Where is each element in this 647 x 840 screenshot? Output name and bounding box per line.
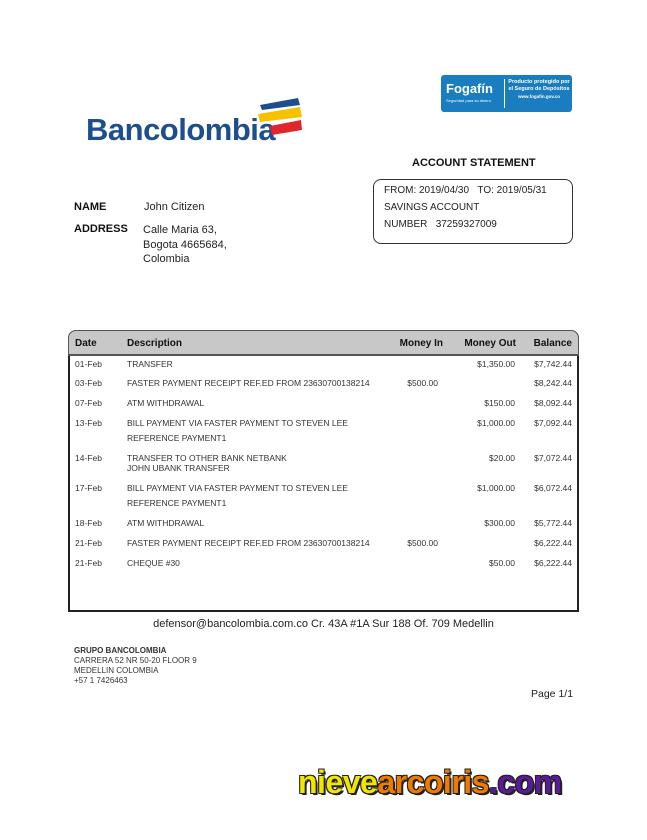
- cell-description-2: JOHN UBANK TRANSFER: [127, 463, 230, 473]
- cell-description: FASTER PAYMENT RECEIPT REF.ED FROM 23630…: [127, 378, 370, 388]
- cell-description-2: REFERENCE PAYMENT1: [127, 498, 227, 508]
- customer-name: John Citizen: [144, 201, 205, 213]
- cell-description: TRANSFER: [127, 359, 173, 369]
- fogafin-text: el Seguro de Depósitos: [508, 86, 570, 92]
- cell-date: 01-Feb: [75, 359, 102, 369]
- cell-description-wrap: ATM WITHDRAWAL: [127, 518, 397, 528]
- cell-date: 13-Feb: [75, 418, 102, 428]
- to-label: TO:: [477, 185, 494, 196]
- address-label: ADDRESS: [74, 223, 128, 235]
- address-line: Calle Maria 63,: [143, 224, 217, 236]
- statement-title: ACCOUNT STATEMENT: [412, 157, 536, 169]
- cell-description-wrap: TRANSFER TO OTHER BANK NETBANK JOHN UBANK…: [127, 453, 397, 473]
- cell-date: 18-Feb: [75, 518, 102, 528]
- header-description: Description: [127, 338, 183, 349]
- cell-money-out: $150.00: [484, 398, 515, 408]
- cell-description: BILL PAYMENT VIA FASTER PAYMENT TO STEVE…: [127, 418, 348, 428]
- header-money-in: Money In: [399, 338, 443, 349]
- cell-balance: $7,072.44: [534, 453, 572, 463]
- cell-date: 21-Feb: [75, 538, 102, 548]
- account-number: NUMBER 37259327009: [384, 219, 497, 230]
- bancolombia-logo: Bancolombia: [86, 112, 276, 147]
- cell-description: TRANSFER TO OTHER BANK NETBANK: [127, 453, 287, 463]
- cell-date: 03-Feb: [75, 378, 102, 388]
- bancolombia-flag-icon: [258, 98, 302, 135]
- account-type: SAVINGS ACCOUNT: [384, 202, 480, 213]
- fogafin-tagline: Seguridad para su dinero: [446, 98, 491, 103]
- company-address-line: MEDELLIN COLOMBIA: [74, 666, 159, 675]
- cell-money-out: $1,000.00: [477, 418, 515, 428]
- number-value: 37259327009: [435, 219, 497, 230]
- cell-balance: $8,242.44: [534, 378, 572, 388]
- cell-description: ATM WITHDRAWAL: [127, 398, 205, 408]
- contact-line: defensor@bancolombia.com.co Cr. 43A #1A …: [153, 618, 494, 630]
- cell-money-out: $50.00: [489, 558, 515, 568]
- company-name: GRUPO BANCOLOMBIA: [74, 646, 167, 655]
- fogafin-divider: [504, 79, 505, 108]
- company-phone: +57 1 7426463: [74, 676, 128, 685]
- cell-description: CHEQUE #30: [127, 558, 180, 568]
- period: FROM: 2019/04/30 TO: 2019/05/31: [384, 185, 547, 196]
- cell-balance: $6,222.44: [534, 538, 572, 548]
- address-line: Bogota 4665684,: [143, 238, 227, 251]
- cell-balance: $7,092.44: [534, 418, 572, 428]
- cell-description: BILL PAYMENT VIA FASTER PAYMENT TO STEVE…: [127, 483, 348, 493]
- watermark-part: arcoiris: [377, 764, 489, 800]
- fogafin-title: Fogafín: [446, 81, 493, 96]
- company-address: GRUPO BANCOLOMBIA CARRERA 52 NR 50-20 FL…: [74, 646, 197, 686]
- cell-balance: $8,092.44: [534, 398, 572, 408]
- cell-balance: $6,222.44: [534, 558, 572, 568]
- cell-money-out: $20.00: [489, 453, 515, 463]
- cell-description-wrap: ATM WITHDRAWAL: [127, 398, 397, 408]
- number-label: NUMBER: [384, 219, 428, 230]
- header-money-out: Money Out: [464, 338, 516, 349]
- cell-balance: $7,742.44: [534, 359, 572, 369]
- watermark-part: nieve: [298, 764, 378, 800]
- cell-description: FASTER PAYMENT RECEIPT REF.ED FROM 23630…: [127, 538, 370, 548]
- cell-description-wrap: FASTER PAYMENT RECEIPT REF.ED FROM 23630…: [127, 378, 397, 388]
- cell-description-2: REFERENCE PAYMENT1: [127, 433, 227, 443]
- address-line: Colombia: [143, 253, 190, 265]
- cell-money-out: $1,350.00: [477, 359, 515, 369]
- cell-money-in: $500.00: [407, 538, 438, 548]
- cell-date: 21-Feb: [75, 558, 102, 568]
- account-info-box: FROM: 2019/04/30 TO: 2019/05/31 SAVINGS …: [373, 179, 573, 244]
- fogafin-text: Producto protegido por: [508, 79, 570, 85]
- cell-description-wrap: BILL PAYMENT VIA FASTER PAYMENT TO STEVE…: [127, 418, 397, 443]
- fogafin-badge: Fogafín Seguridad para su dinero Product…: [441, 75, 572, 112]
- header-balance: Balance: [533, 338, 572, 349]
- from-label: FROM:: [384, 185, 417, 196]
- name-label: NAME: [74, 201, 107, 213]
- customer-address: Calle Maria 63, Bogota 4665684, Colombia: [143, 223, 227, 267]
- cell-date: 14-Feb: [75, 453, 102, 463]
- cell-money-in: $500.00: [407, 378, 438, 388]
- fogafin-url: www.fogafin.gov.co: [518, 94, 560, 99]
- cell-money-out: $1,000.00: [477, 483, 515, 493]
- cell-balance: $6,072.44: [534, 483, 572, 493]
- transactions-table: Date Description Money In Money Out Bala…: [68, 330, 579, 612]
- cell-description-wrap: BILL PAYMENT VIA FASTER PAYMENT TO STEVE…: [127, 483, 397, 508]
- cell-date: 17-Feb: [75, 483, 102, 493]
- watermark: nievearcoiris.com: [298, 764, 562, 801]
- cell-description-wrap: TRANSFER: [127, 359, 397, 369]
- company-address-line: CARRERA 52 NR 50-20 FLOOR 9: [74, 656, 197, 665]
- to-date: 2019/05/31: [496, 185, 547, 196]
- cell-description-wrap: FASTER PAYMENT RECEIPT REF.ED FROM 23630…: [127, 538, 397, 548]
- cell-description-wrap: CHEQUE #30: [127, 558, 397, 568]
- page-number: Page 1/1: [531, 688, 574, 700]
- cell-description: ATM WITHDRAWAL: [127, 518, 205, 528]
- from-date: 2019/04/30: [419, 185, 470, 196]
- cell-money-out: $300.00: [484, 518, 515, 528]
- cell-balance: $5,772.44: [534, 518, 572, 528]
- header-date: Date: [75, 338, 97, 349]
- watermark-part: .com: [488, 764, 562, 800]
- cell-date: 07-Feb: [75, 398, 102, 408]
- table-header: Date Description Money In Money Out Bala…: [68, 330, 579, 356]
